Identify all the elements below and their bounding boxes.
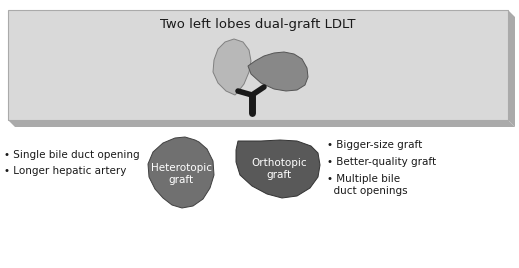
Polygon shape: [236, 140, 320, 198]
Polygon shape: [213, 39, 251, 95]
Text: Two left lobes dual-graft LDLT: Two left lobes dual-graft LDLT: [160, 18, 356, 31]
Polygon shape: [148, 137, 214, 208]
Text: Heterotopic
graft: Heterotopic graft: [151, 163, 212, 185]
Text: • Multiple bile
  duct openings: • Multiple bile duct openings: [327, 174, 407, 196]
Polygon shape: [508, 10, 515, 127]
Polygon shape: [248, 52, 308, 91]
Text: • Longer hepatic artery: • Longer hepatic artery: [4, 166, 126, 176]
Text: • Better-quality graft: • Better-quality graft: [327, 157, 436, 167]
Bar: [8, 10, 508, 120]
Text: Orthotopic
graft: Orthotopic graft: [251, 158, 307, 180]
Text: • Single bile duct opening: • Single bile duct opening: [4, 150, 140, 160]
Polygon shape: [8, 120, 515, 127]
Text: • Bigger-size graft: • Bigger-size graft: [327, 140, 422, 150]
